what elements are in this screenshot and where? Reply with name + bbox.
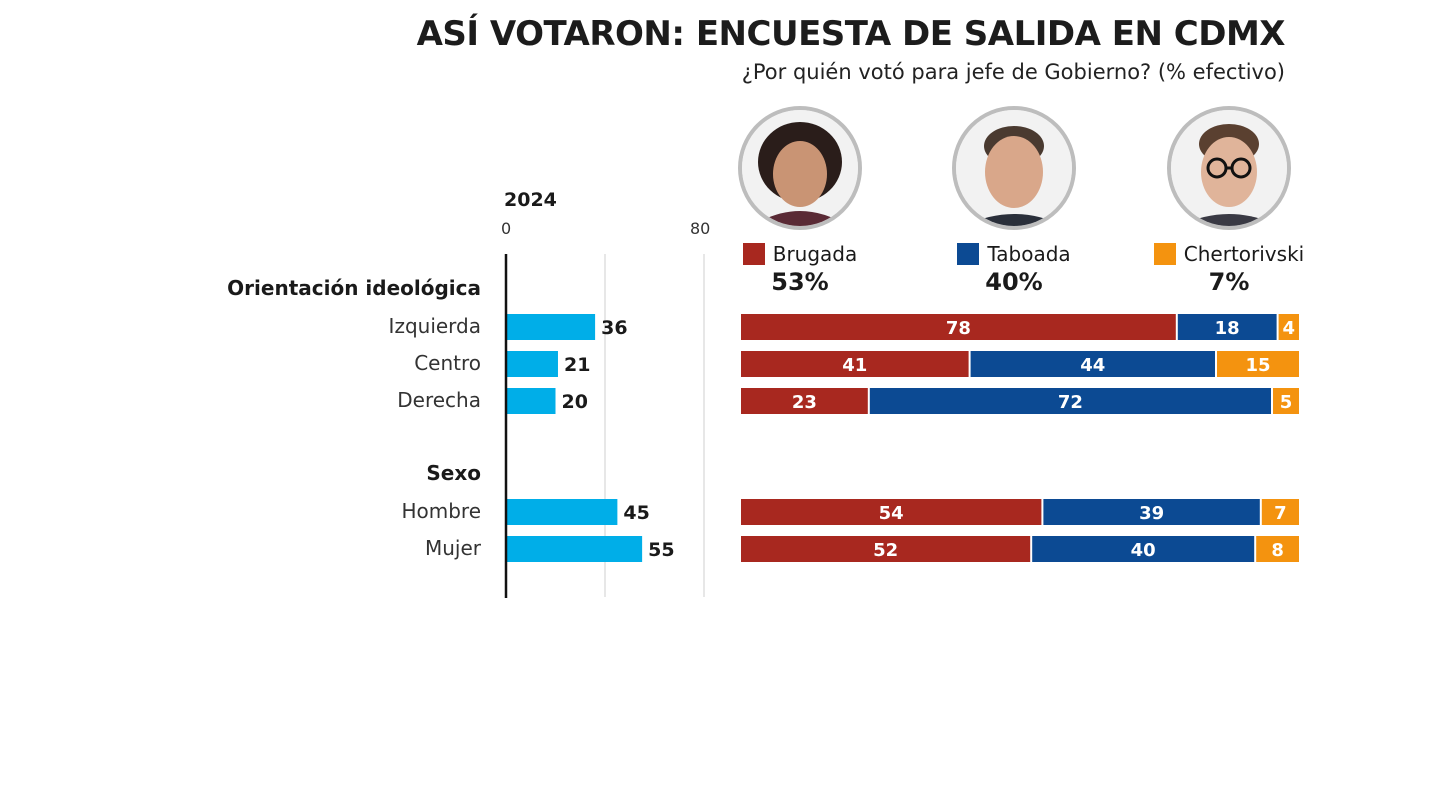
stacked-label-taboada-izquierda: 18 bbox=[1215, 318, 1240, 339]
stacked-label-taboada-hombre: 39 bbox=[1139, 503, 1164, 524]
candidate-photo-taboada bbox=[952, 106, 1076, 230]
row-label-centro: Centro bbox=[414, 351, 481, 375]
section-orientacion: Orientación ideológica bbox=[227, 276, 481, 300]
legend-swatch-taboada bbox=[957, 243, 980, 265]
stacked-segment-chertorivski-hombre bbox=[1261, 499, 1299, 525]
tick-label-80: 80 bbox=[690, 219, 711, 238]
stacked-label-brugada-mujer: 52 bbox=[873, 540, 898, 561]
stacked-segment-chertorivski-mujer bbox=[1256, 536, 1299, 562]
stacked-label-chertorivski-mujer: 8 bbox=[1271, 540, 1284, 561]
legend-swatch-brugada bbox=[742, 243, 765, 265]
stacked-segment-taboada-izquierda bbox=[1177, 314, 1277, 340]
stacked-segment-taboada-mujer bbox=[1032, 536, 1255, 562]
candidate-taboada: Taboada 40% bbox=[914, 106, 1114, 296]
chart-title: ASÍ VOTARON: ENCUESTA DE SALIDA EN CDMX bbox=[416, 14, 1286, 54]
chart-subtitle: ¿Por quién votó para jefe de Gobierno? (… bbox=[741, 60, 1285, 84]
share-value-derecha: 20 bbox=[562, 391, 588, 413]
share-value-izquierda: 36 bbox=[601, 317, 627, 339]
row-label-izquierda: Izquierda bbox=[388, 314, 481, 338]
stacked-label-chertorivski-centro: 15 bbox=[1245, 355, 1270, 376]
stacked-segment-brugada-hombre bbox=[741, 499, 1042, 525]
candidate-photo-chertorivski bbox=[1167, 106, 1291, 230]
stacked-label-brugada-izquierda: 78 bbox=[946, 318, 971, 339]
share-value-hombre: 45 bbox=[623, 502, 649, 524]
stacked-label-taboada-derecha: 72 bbox=[1058, 392, 1083, 413]
candidate-brugada: Brugada 53% bbox=[700, 106, 900, 296]
year-label: 2024 bbox=[504, 189, 557, 211]
stacked-segment-taboada-centro bbox=[970, 351, 1215, 377]
share-bar-centro bbox=[506, 351, 558, 377]
section-sexo: Sexo bbox=[426, 461, 481, 485]
total-chertorivski: 7% bbox=[1208, 268, 1250, 296]
stacked-label-chertorivski-hombre: 7 bbox=[1274, 503, 1287, 524]
legend-swatch-chertorivski bbox=[1153, 243, 1176, 265]
share-bar-mujer bbox=[506, 536, 643, 562]
stacked-segment-brugada-mujer bbox=[741, 536, 1031, 562]
stacked-segment-chertorivski-izquierda bbox=[1278, 314, 1299, 340]
stacked-segment-brugada-derecha bbox=[741, 388, 868, 414]
legend-label-chertorivski: Chertorivski bbox=[1183, 242, 1305, 266]
stacked-label-chertorivski-derecha: 5 bbox=[1280, 392, 1293, 413]
share-bar-hombre bbox=[506, 499, 618, 525]
stacked-segment-brugada-centro bbox=[741, 351, 969, 377]
legend-label-taboada: Taboada bbox=[987, 242, 1071, 266]
stacked-segment-taboada-derecha bbox=[869, 388, 1271, 414]
legend-label-brugada: Brugada bbox=[772, 242, 858, 266]
row-label-derecha: Derecha bbox=[397, 388, 481, 412]
tick-label-0: 0 bbox=[501, 219, 512, 238]
stacked-label-chertorivski-izquierda: 4 bbox=[1283, 318, 1296, 339]
share-bar-derecha bbox=[506, 388, 556, 414]
candidate-photo-brugada bbox=[738, 106, 862, 230]
total-brugada: 53% bbox=[771, 268, 829, 296]
stacked-label-brugada-hombre: 54 bbox=[879, 503, 904, 524]
row-label-mujer: Mujer bbox=[424, 536, 481, 560]
row-label-hombre: Hombre bbox=[401, 499, 481, 523]
total-taboada: 40% bbox=[985, 268, 1043, 296]
candidate-chertorivski: Chertorivski 7% bbox=[1129, 106, 1329, 296]
stacked-label-taboada-mujer: 40 bbox=[1131, 540, 1156, 561]
stacked-segment-chertorivski-centro bbox=[1217, 351, 1299, 377]
stacked-label-brugada-centro: 41 bbox=[842, 355, 867, 376]
stacked-label-brugada-derecha: 23 bbox=[792, 392, 817, 413]
share-bar-izquierda bbox=[506, 314, 596, 340]
stacked-segment-chertorivski-derecha bbox=[1273, 388, 1299, 414]
share-value-centro: 21 bbox=[564, 354, 590, 376]
share-value-mujer: 55 bbox=[648, 539, 674, 561]
stacked-segment-brugada-izquierda bbox=[741, 314, 1176, 340]
stacked-label-taboada-centro: 44 bbox=[1080, 355, 1105, 376]
stacked-segment-taboada-hombre bbox=[1043, 499, 1260, 525]
